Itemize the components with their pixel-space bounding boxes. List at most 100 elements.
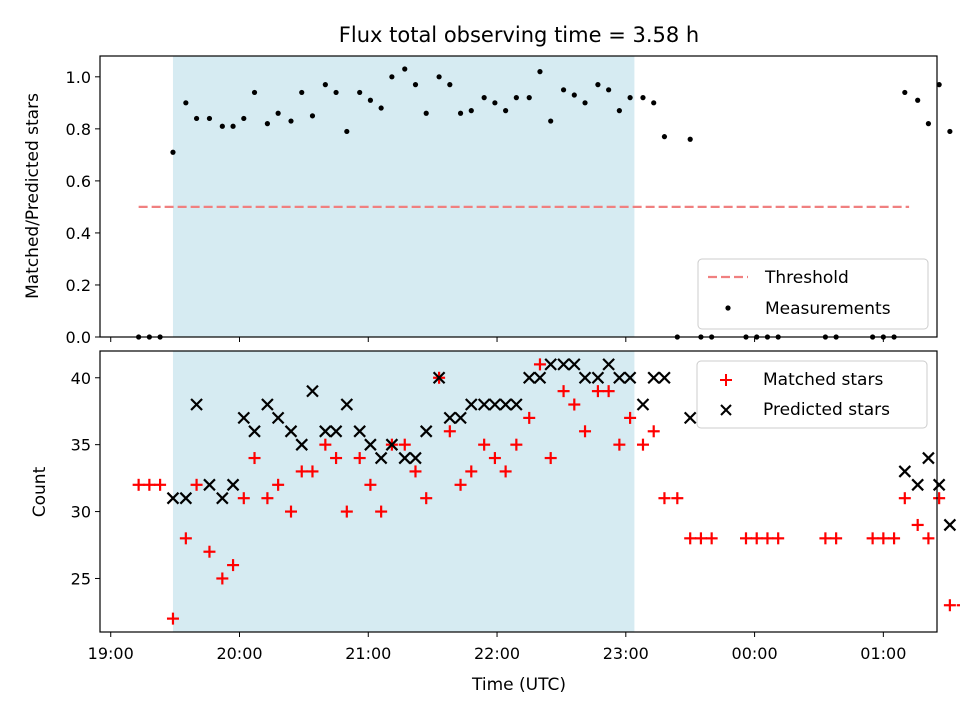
predicted-star-stroke-b [922,451,935,465]
matched-star-point [306,465,319,478]
bottom-y-ticks: 25 30 35 40 [71,369,100,588]
measurement-point [915,97,921,103]
measurement-point [299,89,305,96]
predicted-star-point [179,491,193,505]
predicted-star-stroke-b [465,398,478,411]
legend-matched-swatch [720,374,732,386]
predicted-star-point [166,491,180,505]
predicted-star-point [898,465,912,478]
bottom-x-ticks: 19:00 20:00 21:00 22:00 23:00 00:00 01:00 [88,632,906,663]
matched-star-point [488,452,501,465]
predicted-star-stroke-b [284,425,298,438]
predicted-star-stroke-b [432,371,446,385]
predicted-star-stroke-b [602,358,615,371]
predicted-star-point [409,451,422,465]
matched-star-point [647,425,660,438]
bottom-shaded-interval [172,351,635,632]
legend-predicted-label: Predicted stars [763,400,890,420]
measurement-point [457,110,464,116]
predicted-star-point [522,371,536,385]
predicted-star-point [340,398,354,411]
predicted-star-stroke-b [613,371,626,385]
matched-star-point [956,604,960,607]
matched-star-point [510,438,523,451]
measurement-point [402,66,408,72]
predicted-star-point [419,425,433,438]
bottom-legend: Matched stars Predicted stars [696,360,928,429]
predicted-star-stroke-b [522,371,536,385]
predicted-star-point [295,438,309,451]
top-legend-box [697,258,929,330]
x-tick-label: 22:00 [474,644,520,663]
predicted-star-stroke-b [248,425,261,438]
measurement-point [936,82,942,88]
matched-star-point [285,505,298,518]
predicted-star-stroke-b [943,518,957,532]
matched-star-point [465,465,478,478]
legend-measurements-swatch [725,305,731,311]
measurement-point [595,82,601,88]
matched-star-point [227,559,240,572]
x-tick-label: 20:00 [216,644,262,663]
measurement-point [378,105,384,111]
matched-star-point [179,532,192,545]
top-y-tick-label: 0.0 [66,328,91,347]
predicted-star-point [488,398,502,411]
matched-star-point [933,492,946,505]
predicted-star-point [248,425,261,438]
x-axis-label: Time (UTC) [471,675,566,695]
predicted-star-point [374,451,388,465]
predicted-star-point [943,518,957,532]
measurement-point [661,134,668,140]
bottom-y-tick-label: 35 [71,436,91,455]
predicted-star-point [911,478,924,492]
predicted-star-stroke-b [261,398,274,411]
legend-threshold-label: Threshold [764,268,849,288]
legend-matched-label: Matched stars [763,370,883,390]
measurement-point [616,108,622,114]
measurement-point [571,92,577,98]
measurement-point [492,100,498,106]
measurement-point [537,69,543,75]
predicted-star-point [398,451,412,465]
predicted-star-stroke-b [385,438,399,451]
predicted-star-stroke-b [454,411,467,425]
predicted-star-point [499,398,512,411]
predicted-star-point [922,451,935,465]
matched-star-point [671,492,684,505]
predicted-star-stroke-b [319,425,332,438]
top-shaded-interval [172,56,635,337]
matched-star-point [478,438,491,451]
predicted-star-stroke-b [329,425,343,438]
predicted-star-point [190,398,203,411]
matched-star-point [830,532,843,545]
matched-star-point [375,505,388,518]
predicted-star-point [353,425,366,438]
predicted-star-point [568,358,581,371]
predicted-star-stroke-b [340,398,354,411]
measurement-point [183,100,189,106]
predicted-star-point [443,411,457,425]
measurement-point [309,113,316,119]
predicted-star-stroke-b [647,371,660,385]
measurement-point [170,149,176,155]
matched-star-point [420,492,433,505]
predicted-star-stroke-b [636,398,650,411]
predicted-star-stroke-b [557,358,570,371]
matched-star-point [761,532,774,545]
x-tick-label: 19:00 [88,644,134,663]
measurement-point [322,82,328,88]
matched-star-point [898,492,911,505]
predicted-star-stroke-b [166,491,180,505]
bottom-legend-box [696,360,928,429]
predicted-star-stroke-b [237,411,251,425]
measurement-point [288,118,294,124]
predicted-star-stroke-b [499,398,512,411]
matched-star-point [911,518,924,531]
matched-star-point [353,452,366,465]
measurement-point [640,95,646,101]
predicted-star-stroke-b [533,371,547,385]
matched-star-point [922,532,935,545]
matched-star-point [684,532,697,545]
measurement-point [333,89,339,96]
